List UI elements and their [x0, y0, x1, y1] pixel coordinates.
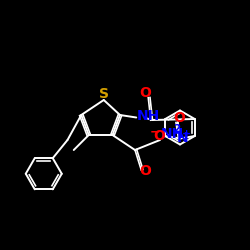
Text: +: + — [182, 129, 191, 139]
Text: S: S — [99, 87, 109, 101]
Text: NH: NH — [137, 109, 160, 123]
Text: O: O — [153, 129, 165, 143]
Text: O: O — [140, 86, 151, 100]
Text: N: N — [176, 132, 188, 145]
Text: 2: 2 — [173, 124, 180, 134]
Text: NH: NH — [161, 127, 184, 141]
Text: O: O — [173, 111, 185, 125]
Text: O: O — [139, 164, 151, 178]
Text: −: − — [149, 125, 160, 138]
